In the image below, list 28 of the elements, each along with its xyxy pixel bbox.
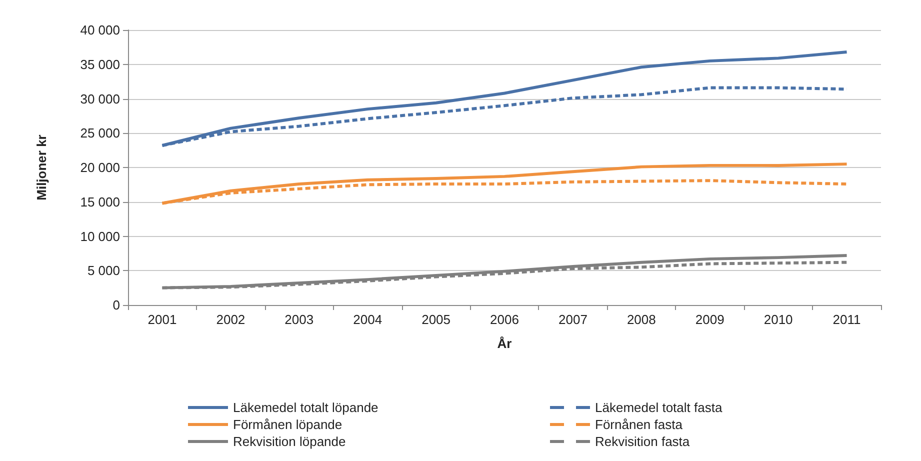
y-tick-label: 35 000 — [80, 56, 120, 72]
y-tick-label: 40 000 — [80, 22, 120, 38]
x-tick-label: 2003 — [284, 312, 314, 327]
y-tick-label: 15 000 — [80, 194, 120, 210]
y-tick-label: 20 000 — [80, 160, 120, 175]
x-tick-label: 2004 — [353, 312, 382, 327]
x-tick-label: 2002 — [216, 312, 246, 327]
x-axis-title: År — [497, 336, 512, 351]
y-axis-title: Miljoner kr — [34, 134, 49, 200]
y-tick-label: 5 000 — [87, 263, 120, 278]
legend-label: Läkemedel totalt fasta — [595, 400, 723, 415]
y-tick-label: 30 000 — [80, 91, 120, 106]
legend-label: Förmånen löpande — [233, 417, 342, 432]
legend-label: Rekvisition fasta — [595, 434, 690, 449]
x-tick-label: 2009 — [695, 312, 724, 327]
legend-label: Rekvisition löpande — [233, 434, 346, 449]
x-tick-label: 2006 — [490, 312, 519, 327]
y-tick-label: 0 — [112, 298, 120, 312]
y-tick-label: 10 000 — [80, 228, 120, 244]
x-tick-label: 2011 — [832, 312, 861, 327]
x-tick-label: 2001 — [148, 312, 177, 327]
x-tick-label: 2005 — [422, 312, 451, 327]
legend-label: Läkemedel totalt löpande — [233, 400, 378, 415]
x-tick-label: 2010 — [764, 312, 793, 327]
legend-label: Förnånen fasta — [595, 417, 684, 432]
y-tick-label: 25 000 — [80, 126, 120, 141]
x-tick-label: 2008 — [626, 312, 656, 327]
x-tick-label: 2007 — [558, 312, 588, 327]
